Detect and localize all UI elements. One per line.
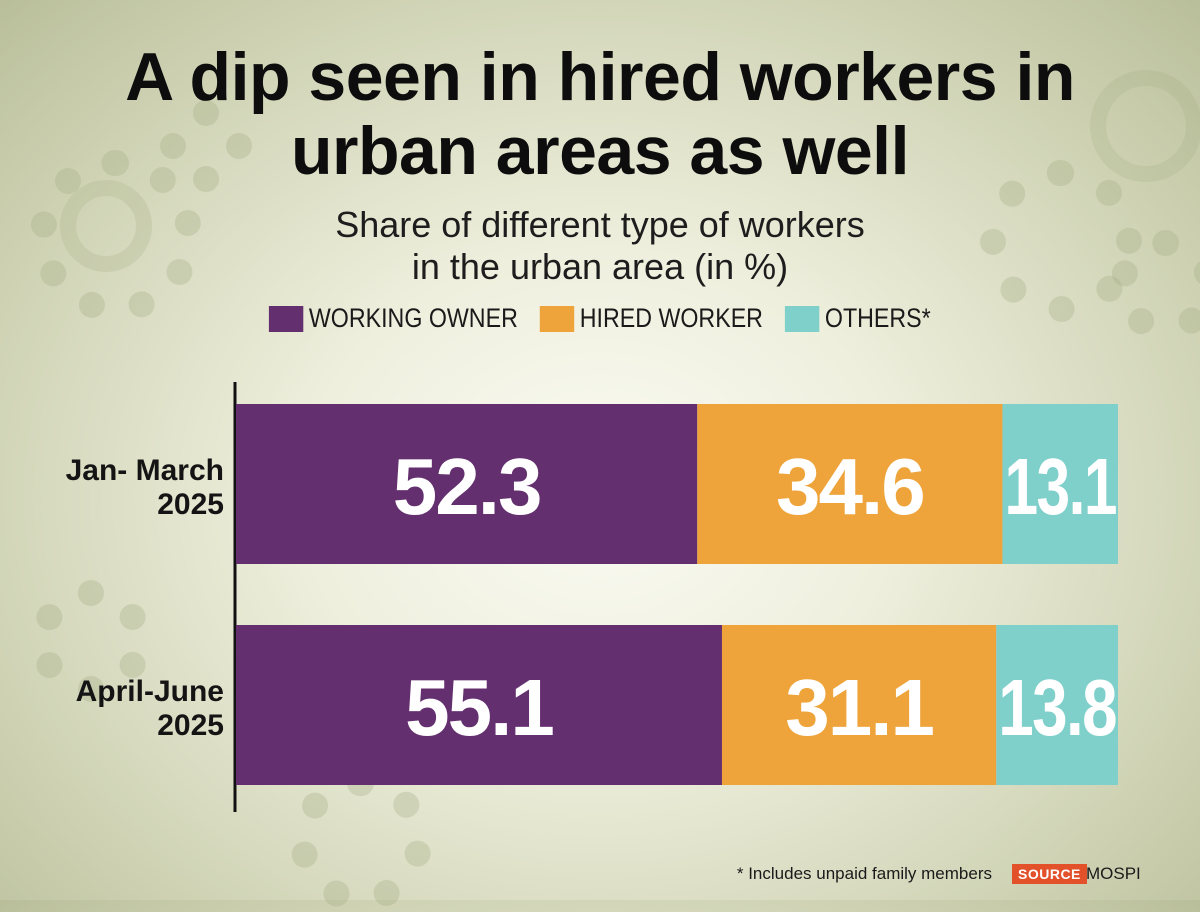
bar-segment-hired-worker xyxy=(697,404,1003,564)
chart-title-line: urban areas as well xyxy=(291,113,909,189)
legend-label-hired-worker: HIRED WORKER xyxy=(579,303,763,333)
bar-segment-working-owner xyxy=(236,404,698,564)
data-label-hired-worker: 31.1 xyxy=(785,663,933,752)
legend-swatch-hired-worker xyxy=(540,305,575,332)
footnote: * Includes unpaid family members xyxy=(736,864,992,883)
bar-segment-hired-worker xyxy=(721,625,997,785)
data-label-others: 13.1 xyxy=(1004,442,1116,531)
chart-title: A dip seen in hired workers in urban are… xyxy=(0,40,1200,188)
category-label: Jan- March 2025 xyxy=(66,454,224,521)
chart-subtitle: Share of different type of workers in th… xyxy=(0,204,1200,288)
bar-segment-others xyxy=(996,625,1118,785)
background-gear-icon xyxy=(160,100,252,192)
source-label-badge: SOURCE xyxy=(1012,864,1087,884)
legend-label-working-owner: WORKING OWNER xyxy=(308,303,518,333)
bar-segment-working-owner xyxy=(236,625,722,785)
chart-subtitle-line: in the urban area (in %) xyxy=(411,246,789,287)
bar-segment-others xyxy=(1002,404,1118,564)
data-label-working-owner: 55.1 xyxy=(405,663,553,752)
chart-legend: WORKING OWNER HIRED WORKER OTHERS* xyxy=(84,303,1116,334)
data-label-others: 13.8 xyxy=(998,663,1116,752)
legend-item-others: OTHERS* xyxy=(785,303,931,334)
legend-swatch-working-owner xyxy=(269,305,304,332)
legend-label-others: OTHERS* xyxy=(824,303,931,333)
source-name: MOSPI xyxy=(1086,864,1141,883)
data-label-hired-worker: 34.6 xyxy=(776,442,924,531)
chart-subtitle-line: Share of different type of workers xyxy=(335,204,865,245)
legend-item-hired-worker: HIRED WORKER xyxy=(540,303,763,334)
category-label: April-June 2025 xyxy=(76,675,224,742)
data-label-working-owner: 52.3 xyxy=(393,442,541,531)
legend-swatch-others xyxy=(785,305,820,332)
legend-item-working-owner: WORKING OWNER xyxy=(269,303,518,334)
chart-title-line: A dip seen in hired workers in xyxy=(125,39,1075,115)
